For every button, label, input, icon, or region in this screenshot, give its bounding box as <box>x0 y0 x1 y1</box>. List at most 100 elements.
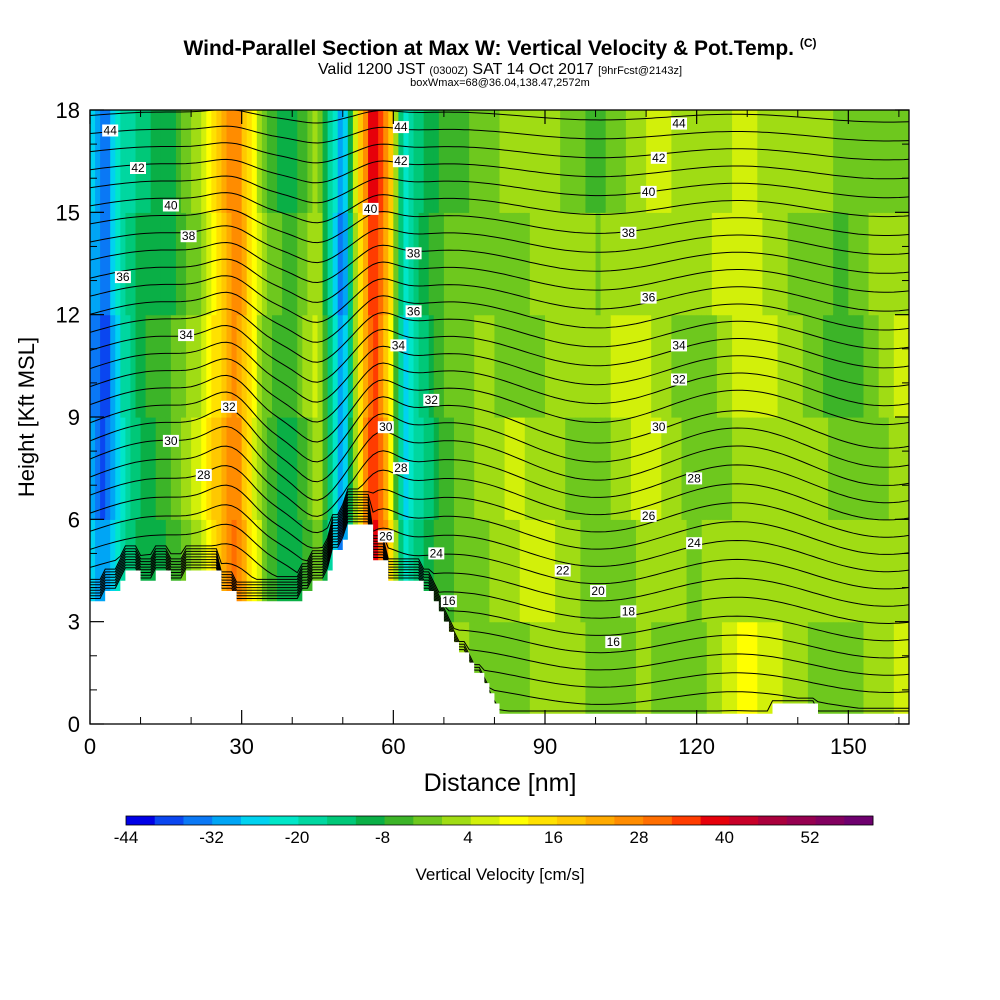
subtitle-forecast: [9hrFcst@2143z] <box>598 65 683 77</box>
velocity-cell <box>464 314 470 418</box>
velocity-cell <box>787 519 794 623</box>
velocity-cell <box>823 314 829 418</box>
velocity-cell <box>474 212 480 316</box>
contour-label-box <box>162 199 179 212</box>
velocity-cell <box>428 417 435 520</box>
velocity-cell <box>782 417 789 520</box>
velocity-cell <box>256 212 263 316</box>
velocity-cell <box>878 519 885 623</box>
contour-label: 30 <box>652 420 666 434</box>
velocity-cell <box>570 212 576 316</box>
velocity-cell <box>838 519 844 623</box>
velocity-cell <box>282 212 288 316</box>
velocity-cell <box>600 212 607 316</box>
velocity-cell <box>868 417 875 520</box>
velocity-cell <box>721 417 728 520</box>
velocity-cell <box>287 212 293 316</box>
velocity-cell <box>246 314 253 418</box>
isentrope-line <box>90 175 909 204</box>
velocity-cell <box>873 519 880 623</box>
velocity-cell <box>737 519 743 623</box>
velocity-cell <box>893 212 900 316</box>
contour-label-box <box>686 537 703 550</box>
velocity-cell <box>226 212 233 316</box>
velocity-cell <box>454 519 460 623</box>
velocity-cell <box>469 110 475 213</box>
velocity-cell <box>863 110 870 213</box>
velocity-cell <box>423 110 430 213</box>
velocity-cell <box>423 519 430 623</box>
colorbar-swatch <box>585 816 615 825</box>
velocity-cell <box>550 519 556 623</box>
velocity-cell <box>130 212 137 316</box>
velocity-cell <box>716 212 723 316</box>
velocity-cell <box>100 110 106 213</box>
velocity-cell <box>762 314 769 418</box>
velocity-cell <box>186 110 192 213</box>
velocity-cell <box>727 519 733 623</box>
velocity-cell <box>641 621 647 724</box>
velocity-cell <box>747 314 753 418</box>
velocity-cell <box>630 417 637 520</box>
velocity-cell <box>797 417 804 520</box>
velocity-cell <box>580 621 587 724</box>
velocity-cell <box>378 417 384 520</box>
velocity-cell <box>595 621 602 724</box>
velocity-cell <box>575 417 581 520</box>
velocity-cell <box>747 110 753 213</box>
velocity-cell <box>534 110 541 213</box>
velocity-cell <box>858 110 865 213</box>
contour-label: 42 <box>394 154 408 168</box>
velocity-cell <box>610 314 617 418</box>
velocity-cell <box>423 212 430 316</box>
velocity-cell <box>767 212 774 316</box>
velocity-cell <box>150 110 157 213</box>
velocity-cell <box>696 621 703 724</box>
velocity-cell <box>236 417 243 520</box>
velocity-cell <box>120 110 126 213</box>
velocity-cell <box>833 212 839 316</box>
contour-label-box <box>671 373 687 386</box>
velocity-cell <box>671 621 678 724</box>
velocity-cell <box>216 314 223 418</box>
velocity-cell <box>302 417 308 520</box>
velocity-cell <box>292 212 298 316</box>
velocity-cell <box>732 519 738 623</box>
velocity-cell <box>807 621 814 724</box>
velocity-cell <box>170 519 177 623</box>
velocity-cell <box>216 110 223 213</box>
x-tick-label: 30 <box>229 734 253 759</box>
velocity-cell <box>433 519 440 623</box>
velocity-cell <box>534 417 541 520</box>
velocity-cell <box>620 621 627 724</box>
velocity-cell <box>261 110 268 213</box>
velocity-cell <box>636 314 642 418</box>
velocity-cell <box>120 519 126 623</box>
contour-label-box <box>423 393 440 406</box>
velocity-cell <box>322 212 329 316</box>
velocity-cell <box>408 212 415 316</box>
velocity-cell <box>524 519 531 623</box>
velocity-cell <box>484 212 490 316</box>
colorbar-tick-label: 40 <box>715 828 734 847</box>
velocity-cell <box>201 314 207 418</box>
velocity-cell <box>135 110 142 213</box>
velocity-cell <box>823 110 829 213</box>
velocity-cell <box>524 110 531 213</box>
velocity-cell <box>843 519 849 623</box>
contour-label-box <box>640 509 657 522</box>
velocity-cell <box>767 519 774 623</box>
colorbar-swatch <box>786 816 816 825</box>
velocity-cell <box>630 110 637 213</box>
contour-label-box <box>377 421 394 434</box>
velocity-cell <box>686 621 693 724</box>
velocity-cell <box>524 621 531 724</box>
velocity-cell <box>732 314 738 418</box>
colorbar-tick-label: 4 <box>463 828 472 847</box>
velocity-cell <box>747 212 753 316</box>
velocity-cell <box>383 212 389 316</box>
velocity-cell <box>160 212 167 316</box>
velocity-cell <box>100 212 106 316</box>
velocity-cell <box>636 212 642 316</box>
velocity-cell <box>777 110 784 213</box>
